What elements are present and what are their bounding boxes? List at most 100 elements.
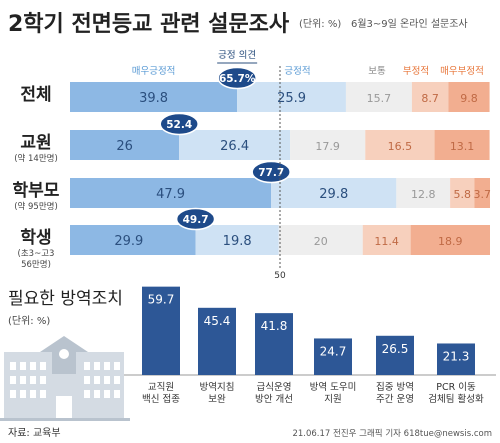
positive-total-badge (175, 207, 216, 231)
measures-unit: (단위: %) (8, 314, 50, 327)
positive-total-badge (251, 160, 291, 184)
segment-value: 16.5 (388, 140, 413, 153)
main-title: 2학기 전면등교 관련 설문조사 (8, 12, 290, 37)
segment-very-negative (434, 130, 490, 160)
legend-positive-total: 긍정 의견 (218, 49, 256, 61)
measure-category: 교직원 (148, 382, 174, 393)
legend-negative: 부정적 (403, 65, 429, 77)
row-sublabel: (초3~고3 (18, 249, 55, 259)
segment-value: 15.7 (367, 92, 392, 105)
survey-period: 6월3~9일 온라인 설문조사 (351, 18, 468, 30)
positive-total-value: 49.7 (183, 214, 209, 226)
school-building-icon (0, 336, 130, 421)
segment-value: 3.7 (473, 188, 491, 201)
segment-value: 19.8 (223, 234, 252, 249)
segment-positive (179, 130, 291, 160)
measure-value: 26.5 (382, 342, 409, 356)
segment-neutral (290, 130, 366, 160)
row-label: 학부모 (13, 181, 60, 201)
segment-neutral (278, 225, 363, 255)
positive-total-value: 52.4 (166, 119, 192, 131)
row-label: 학생 (20, 228, 51, 248)
segment-value: 17.9 (315, 140, 340, 153)
midline-label: 50 (274, 271, 286, 281)
row-label: 전체 (20, 85, 51, 105)
measure-value: 24.7 (320, 344, 347, 358)
segment-negative (450, 178, 475, 208)
legend-positive: 긍정적 (284, 65, 310, 77)
measure-category: 방역지침 (200, 382, 235, 393)
measure-category: 방안 개선 (255, 394, 293, 405)
measure-bar (376, 335, 414, 375)
segment-value: 5.8 (454, 188, 472, 201)
measure-bar (142, 286, 180, 375)
segment-value: 18.9 (438, 235, 463, 248)
segment-value: 29.8 (319, 187, 348, 202)
measure-category: 보완 (208, 394, 226, 405)
measure-category: 백신 접종 (142, 393, 180, 405)
segment-very-positive (70, 82, 238, 112)
segment-value: 47.9 (156, 187, 185, 202)
segment-value: 12.8 (411, 188, 436, 201)
segment-value: 29.9 (114, 234, 143, 249)
measure-bar (437, 343, 475, 375)
positive-total-badge (159, 112, 199, 136)
segment-value: 11.4 (374, 235, 399, 248)
positive-total-value: 65.7% (219, 73, 256, 85)
measure-value: 21.3 (443, 349, 470, 363)
segment-value: 8.7 (421, 92, 439, 105)
row-1: 전체 39.8 25.9 15.7 8.7 9.8 65.7% (20, 66, 490, 112)
measures-title: 필요한 방역조치 (8, 289, 123, 309)
row-3: 학부모(약 95만명) 47.9 29.8 12.8 5.8 3.7 77.7 (13, 160, 491, 212)
unit-label: (단위: %) (299, 17, 341, 30)
segment-positive (237, 82, 346, 112)
positive-total-badge (217, 66, 257, 90)
row-label: 교원 (20, 133, 51, 153)
segment-value: 26.4 (220, 139, 249, 154)
positive-total-value: 77.7 (258, 167, 284, 179)
segment-very-positive (70, 130, 180, 160)
segment-very-negative (474, 178, 490, 208)
segment-negative (365, 130, 435, 160)
segment-positive (271, 178, 397, 208)
row-sublabel: (약 95만명) (14, 201, 58, 212)
segment-very-positive (70, 225, 196, 255)
credit-label: 21.06.17 전진우 그래픽 기자 618tue@newsis.com (292, 428, 492, 439)
segment-positive (195, 225, 279, 255)
legend-neutral: 보통 (368, 66, 386, 77)
row-2: 교원(약 14만명) 26 26.4 17.9 16.5 13.1 52.4 (14, 112, 490, 164)
measure-category: 주간 운영 (376, 394, 414, 405)
measure-value: 45.4 (204, 314, 231, 328)
segment-value: 13.1 (450, 140, 475, 153)
measure-category: 지원 (324, 394, 341, 405)
measure-category: 검체팀 활성화 (428, 393, 484, 405)
segment-very-negative (410, 225, 490, 255)
segment-value: 25.9 (277, 91, 306, 106)
source-label: 자료: 교육부 (8, 427, 61, 439)
segment-value: 26 (116, 139, 133, 154)
segment-neutral (396, 178, 451, 208)
row-sublabel: (약 14만명) (14, 153, 58, 164)
segment-negative (411, 82, 449, 112)
segment-very-positive (70, 178, 272, 208)
segment-negative (362, 225, 411, 255)
measure-category: 급식운영 (257, 382, 292, 393)
row-sublabel: 56만명) (21, 259, 51, 270)
segment-value: 39.8 (139, 91, 168, 106)
measure-category: 집중 방역 (376, 381, 414, 393)
segment-neutral (345, 82, 412, 112)
segment-very-negative (448, 82, 490, 112)
measure-bar (255, 313, 293, 375)
segment-value: 20 (314, 235, 328, 248)
legend-very-positive: 매우긍정적 (132, 65, 176, 77)
measure-value: 41.8 (261, 319, 288, 333)
measure-bar (314, 338, 352, 375)
measure-category: PCR 이동 (436, 382, 476, 393)
legend-very-negative: 매우부정적 (440, 65, 484, 77)
segment-value: 9.8 (460, 92, 478, 105)
measure-bar (198, 307, 236, 375)
